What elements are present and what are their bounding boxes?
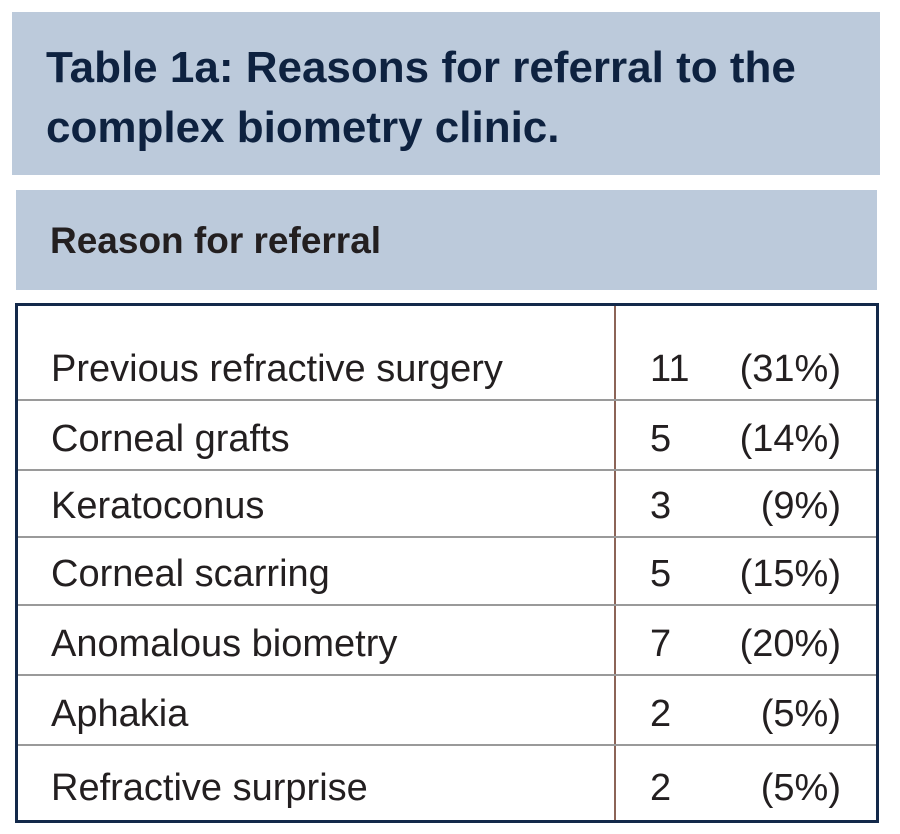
percent-cell: (15%) [739, 553, 841, 595]
column-header: Reason for referral [50, 220, 382, 261]
table-row: Anomalous biometry 7 (20%) [18, 606, 876, 676]
reason-cell: Aphakia [51, 693, 189, 735]
reason-cell: Corneal scarring [51, 553, 330, 595]
count-cell: 3 [650, 485, 672, 527]
table: Previous refractive surgery 11 (31%) Cornea… [15, 303, 879, 823]
percent-cell: (14%) [739, 418, 841, 460]
percent-cell: (9%) [760, 485, 841, 527]
count-cell: 5 [650, 553, 672, 595]
count-cell: 11 [650, 348, 690, 390]
percent-cell: (20%) [739, 623, 841, 665]
count-cell: 2 [650, 767, 672, 809]
percent-cell: (31%) [739, 348, 841, 390]
title: Table 1a: Reasons for referral to the co… [46, 43, 796, 152]
table-row: Corneal scarring 5 (15%) [18, 538, 876, 606]
table-row: Previous refractive surgery 11 (31%) [18, 306, 876, 401]
count-cell: 2 [650, 693, 672, 735]
column-divider [614, 306, 616, 820]
table-row: Keratoconus 3 (9%) [18, 471, 876, 538]
reason-cell: Refractive surprise [51, 767, 368, 809]
percent-cell: (5%) [760, 767, 841, 809]
reason-cell: Previous refractive surgery [51, 348, 503, 390]
header-box: Reason for referral [16, 190, 877, 290]
reason-cell: Corneal grafts [51, 418, 290, 460]
count-cell: 5 [650, 418, 672, 460]
title-box: Table 1a: Reasons for referral to the co… [12, 12, 880, 175]
table-row: Refractive surprise 2 (5%) [18, 746, 876, 818]
table-row: Aphakia 2 (5%) [18, 676, 876, 746]
percent-cell: (5%) [760, 693, 841, 735]
table-row: Corneal grafts 5 (14%) [18, 401, 876, 471]
reason-cell: Keratoconus [51, 485, 265, 527]
reason-cell: Anomalous biometry [51, 623, 398, 665]
count-cell: 7 [650, 623, 672, 665]
